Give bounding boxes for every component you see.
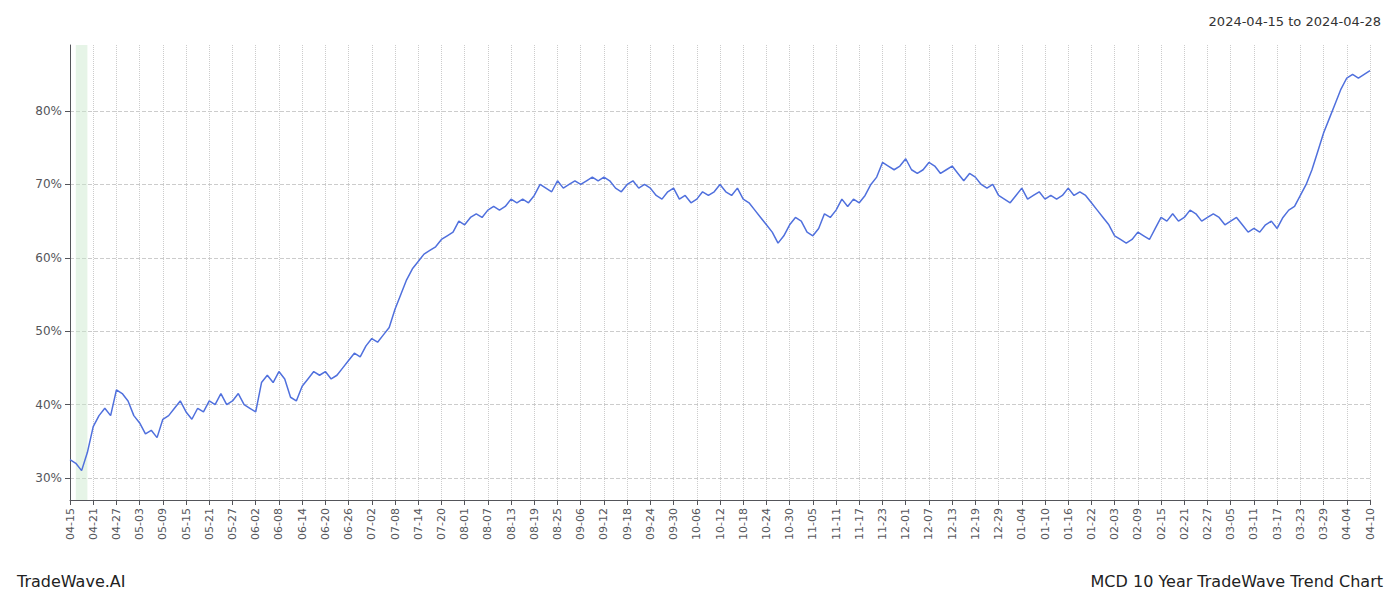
svg-text:04-21: 04-21 [87,508,100,540]
svg-text:08-07: 08-07 [481,508,494,540]
svg-text:04-10: 04-10 [1364,508,1377,540]
svg-text:07-20: 07-20 [435,508,448,540]
svg-text:06-26: 06-26 [342,508,355,540]
svg-text:11-05: 11-05 [806,508,819,540]
svg-text:03-11: 03-11 [1247,508,1260,540]
svg-text:08-13: 08-13 [505,508,518,540]
svg-text:80%: 80% [35,104,62,118]
svg-text:06-02: 06-02 [249,508,262,540]
svg-text:03-29: 03-29 [1317,508,1330,540]
svg-text:11-17: 11-17 [853,508,866,540]
svg-text:06-14: 06-14 [296,508,309,540]
svg-text:MCD 10 Year TradeWave Trend Ch: MCD 10 Year TradeWave Trend Chart [1091,572,1383,591]
svg-text:03-17: 03-17 [1271,508,1284,540]
svg-text:10-24: 10-24 [760,508,773,540]
svg-text:01-22: 01-22 [1085,508,1098,540]
svg-text:10-18: 10-18 [737,508,750,540]
svg-text:02-03: 02-03 [1108,508,1121,540]
svg-text:05-21: 05-21 [203,508,216,540]
svg-text:12-19: 12-19 [969,508,982,540]
svg-text:05-15: 05-15 [180,508,193,540]
svg-text:03-05: 03-05 [1224,508,1237,540]
svg-text:09-30: 09-30 [667,508,680,540]
svg-text:05-09: 05-09 [156,508,169,540]
svg-text:12-29: 12-29 [992,508,1005,540]
svg-text:09-24: 09-24 [644,508,657,540]
svg-text:09-12: 09-12 [597,508,610,540]
svg-text:12-07: 12-07 [922,508,935,540]
svg-text:09-18: 09-18 [621,508,634,540]
svg-text:08-19: 08-19 [528,508,541,540]
svg-text:06-08: 06-08 [272,508,285,540]
svg-text:01-04: 01-04 [1015,508,1028,540]
svg-text:10-06: 10-06 [690,508,703,540]
svg-text:04-04: 04-04 [1340,508,1353,540]
svg-text:50%: 50% [35,324,62,338]
svg-text:02-15: 02-15 [1155,508,1168,540]
svg-text:01-10: 01-10 [1039,508,1052,540]
svg-text:11-23: 11-23 [876,508,889,540]
svg-text:08-25: 08-25 [551,508,564,540]
svg-text:02-27: 02-27 [1201,508,1214,540]
svg-text:03-23: 03-23 [1294,508,1307,540]
svg-text:02-09: 02-09 [1131,508,1144,540]
svg-text:60%: 60% [35,251,62,265]
svg-text:70%: 70% [35,177,62,191]
svg-text:04-15: 04-15 [64,508,77,540]
svg-text:12-01: 12-01 [899,508,912,540]
svg-text:01-16: 01-16 [1062,508,1075,540]
svg-text:07-08: 07-08 [389,508,402,540]
svg-text:2024-04-15 to 2024-04-28: 2024-04-15 to 2024-04-28 [1209,14,1381,29]
svg-text:07-02: 07-02 [365,508,378,540]
svg-text:10-30: 10-30 [783,508,796,540]
svg-text:05-03: 05-03 [133,508,146,540]
svg-text:06-20: 06-20 [319,508,332,540]
svg-text:10-12: 10-12 [714,508,727,540]
svg-text:40%: 40% [35,398,62,412]
svg-text:07-14: 07-14 [412,508,425,540]
svg-text:08-01: 08-01 [458,508,471,540]
svg-text:TradeWave.AI: TradeWave.AI [16,572,125,591]
svg-text:04-27: 04-27 [110,508,123,540]
svg-text:30%: 30% [35,471,62,485]
svg-text:12-13: 12-13 [946,508,959,540]
svg-text:11-11: 11-11 [830,508,843,540]
svg-text:09-06: 09-06 [574,508,587,540]
svg-text:05-27: 05-27 [226,508,239,540]
svg-text:02-21: 02-21 [1178,508,1191,540]
